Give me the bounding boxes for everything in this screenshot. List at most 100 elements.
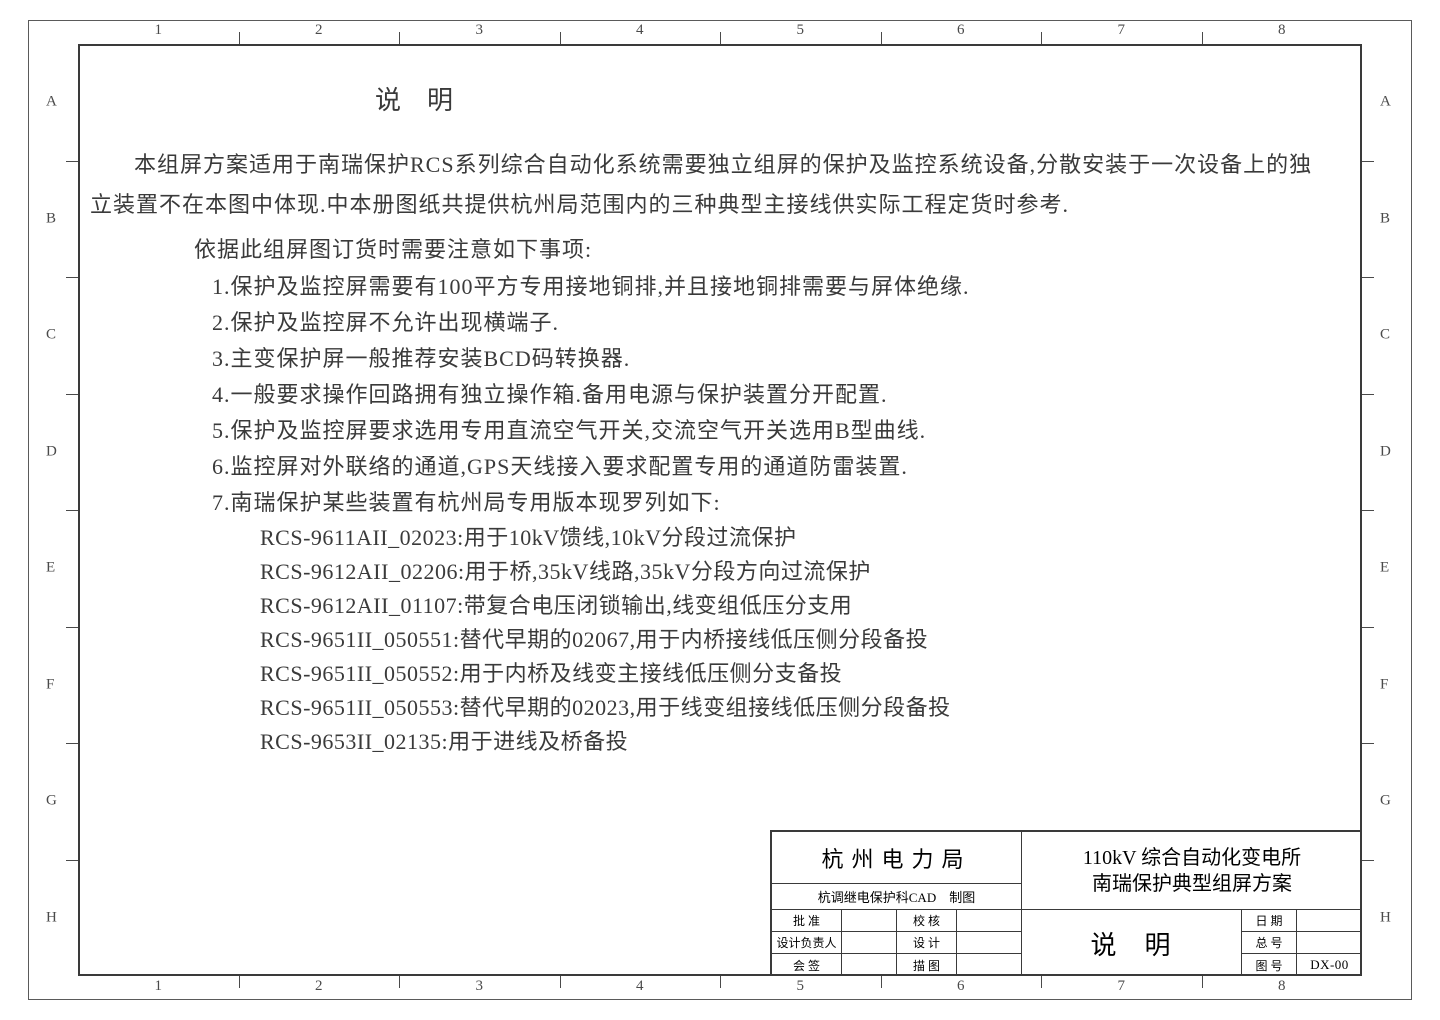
tb-label-jiaohe: 校 核 [897,910,957,932]
tb-drawing-no: DX-00 [1297,954,1362,976]
tb-project: 110kV 综合自动化变电所 南瑞保护典型组屏方案 [1022,832,1362,910]
device-line: RCS-9612AII_01107:带复合电压闭锁输出,线变组低压分支用 [260,589,1330,623]
tb-label-riqi: 日 期 [1242,910,1297,932]
paragraph-lead: 依据此组屏图订货时需要注意如下事项: [150,231,1330,269]
row-tick [1362,277,1374,278]
ruler-bottom: 12345678 [78,976,1362,1000]
row-label: D [1380,443,1391,460]
tb-label-sheji: 设 计 [897,932,957,954]
tb-val-pizhun [842,910,897,932]
row-tick [1362,860,1374,861]
tb-org-sub: 杭调继电保护科CAD 制图 [772,884,1022,910]
col-label: 7 [1118,22,1126,39]
col-label: 3 [476,22,484,39]
row-label: A [1380,94,1391,111]
row-tick [1362,161,1374,162]
row-tick [1362,743,1374,744]
ruler-left: ABCDEFGH [28,44,78,976]
device-line: RCS-9651II_050553:替代早期的02023,用于线变组接线低压侧分… [260,691,1330,725]
ruler-right: A B C D E F G H [1362,44,1412,976]
col-tick [1041,976,1042,988]
device-line: RCS-9651II_050551:替代早期的02067,用于内桥接线低压侧分段… [260,623,1330,657]
tb-sheet-title: 说明 [1022,910,1242,976]
device-line: RCS-9612AII_02206:用于桥,35kV线路,35kV分段方向过流保… [260,555,1330,589]
tb-val-jiaohe [957,910,1022,932]
col-label: 2 [315,978,323,995]
device-line: RCS-9651II_050552:用于内桥及线变主接线低压侧分支备投 [260,657,1330,691]
row-tick [1362,510,1374,511]
col-tick [1202,32,1203,44]
row-tick [66,510,78,511]
tb-val-riqi [1297,910,1362,932]
tb-val-huiqian [842,954,897,976]
paragraph-intro: 本组屏方案适用于南瑞保护RCS系列综合自动化系统需要独立组屏的保护及监控系统设备… [90,145,1330,225]
row-label: B [46,210,56,227]
row-tick [66,627,78,628]
tb-label-huiqian: 会 签 [772,954,842,976]
row-label: H [1380,909,1391,926]
note-item: 1.保护及监控屏需要有100平方专用接地铜排,并且接地铜排需要与屏体绝缘. [212,269,1330,305]
row-tick [1362,394,1374,395]
col-tick [560,32,561,44]
note-item: 5.保护及监控屏要求选用专用直流空气开关,交流空气开关选用B型曲线. [212,413,1330,449]
col-label: 5 [797,978,805,995]
tb-label-pizhun: 批 准 [772,910,842,932]
document-body: 说明 本组屏方案适用于南瑞保护RCS系列综合自动化系统需要独立组屏的保护及监控系… [110,80,1330,759]
tb-val-sheji [957,932,1022,954]
note-item: 2.保护及监控屏不允许出现横端子. [212,305,1330,341]
tb-project-line2: 南瑞保护典型组屏方案 [1092,871,1292,897]
row-tick [66,860,78,861]
note-item: 4.一般要求操作回路拥有独立操作箱.备用电源与保护装置分开配置. [212,377,1330,413]
col-tick [881,32,882,44]
col-tick [881,976,882,988]
col-label: 4 [636,978,644,995]
tb-val-shejifzr [842,932,897,954]
row-label: C [46,327,56,344]
col-tick [560,976,561,988]
col-tick [239,976,240,988]
col-label: 1 [155,22,163,39]
tb-org: 杭州电力局 [772,832,1022,884]
row-label: F [46,676,54,693]
col-tick [399,976,400,988]
col-tick [1202,976,1203,988]
row-label: E [1380,560,1389,577]
row-label: F [1380,676,1388,693]
title-block: 杭州电力局 杭调继电保护科CAD 制图 110kV 综合自动化变电所 南瑞保护典… [770,830,1360,974]
row-label: C [1380,327,1390,344]
col-label: 5 [797,22,805,39]
row-tick [66,277,78,278]
tb-val-zonghao [1297,932,1362,954]
col-tick [399,32,400,44]
row-tick [66,394,78,395]
row-tick [1362,627,1374,628]
tb-label-shejifzr: 设计负责人 [772,932,842,954]
col-tick [239,32,240,44]
ruler-top: 12345678 [78,20,1362,44]
col-label: 8 [1278,22,1286,39]
device-line: RCS-9653II_02135:用于进线及桥备投 [260,725,1330,759]
col-tick [720,976,721,988]
col-label: 6 [957,978,965,995]
note-item: 6.监控屏对外联络的通道,GPS天线接入要求配置专用的通道防雷装置. [212,449,1330,485]
row-label: E [46,560,55,577]
row-label: B [1380,210,1390,227]
col-label: 7 [1118,978,1126,995]
document-title: 说明 [375,80,1330,117]
row-label: H [46,909,57,926]
tb-label-tuhao: 图 号 [1242,954,1297,976]
tb-label-miaotu: 描 图 [897,954,957,976]
col-tick [1041,32,1042,44]
col-label: 8 [1278,978,1286,995]
row-label: G [1380,793,1391,810]
col-label: 6 [957,22,965,39]
row-label: G [46,793,57,810]
tb-label-zonghao: 总 号 [1242,932,1297,954]
note-item: 7.南瑞保护某些装置有杭州局专用版本现罗列如下: [212,485,1330,521]
tb-val-miaotu [957,954,1022,976]
col-label: 4 [636,22,644,39]
col-label: 1 [155,978,163,995]
row-label: A [46,94,57,111]
note-item: 3.主变保护屏一般推荐安装BCD码转换器. [212,341,1330,377]
row-tick [66,743,78,744]
